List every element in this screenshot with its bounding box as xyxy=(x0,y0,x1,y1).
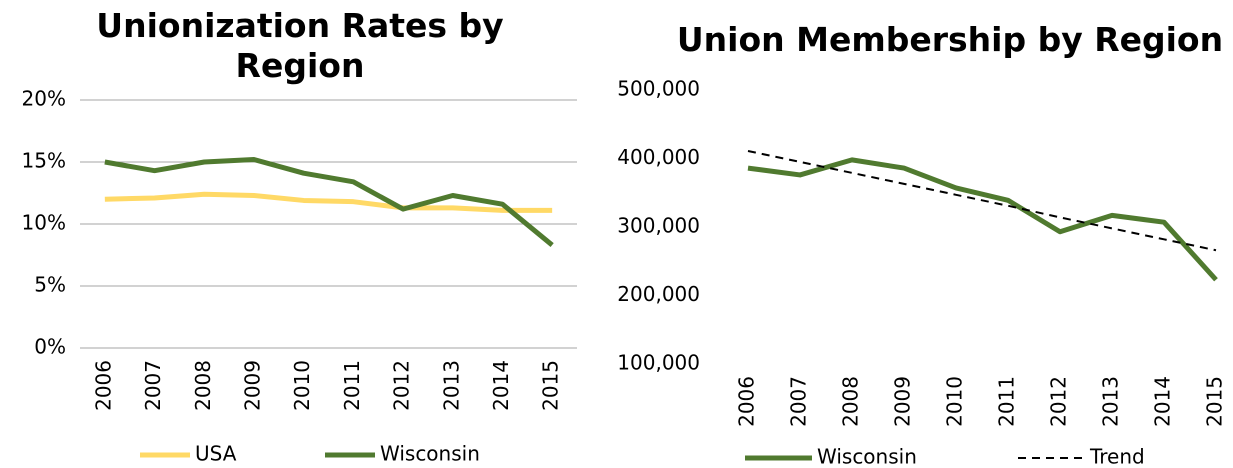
chart-title: Unionization Rates by Region xyxy=(96,6,504,85)
y-tick-label: 100,000 xyxy=(617,351,700,375)
x-tick-label: 2012 xyxy=(390,360,414,411)
x-tick-label: 2015 xyxy=(1203,376,1227,427)
y-tick-label: 20% xyxy=(22,87,66,111)
y-tick-label: 10% xyxy=(22,211,66,235)
x-tick-label: 2006 xyxy=(91,360,115,411)
y-tick-label: 15% xyxy=(22,149,66,173)
x-tick-label: 2011 xyxy=(340,360,364,411)
x-tick-label: 2007 xyxy=(141,360,165,411)
x-tick-label: 2010 xyxy=(943,376,967,427)
x-tick-label: 2008 xyxy=(191,360,215,411)
x-tick-label: 2007 xyxy=(787,376,811,427)
x-tick-label: 2015 xyxy=(539,360,563,411)
y-tick-label: 200,000 xyxy=(617,282,700,306)
y-tick-label: 5% xyxy=(34,273,66,297)
x-tick-label: 2012 xyxy=(1047,376,1071,427)
data-line xyxy=(104,157,554,248)
data-line xyxy=(104,191,553,213)
x-tick-label: 2009 xyxy=(891,376,915,427)
data-line xyxy=(747,149,1217,252)
x-tick-label: 2014 xyxy=(1151,376,1175,427)
legend-label: Wisconsin xyxy=(817,445,917,468)
y-tick-label: 300,000 xyxy=(617,214,700,238)
legend-label: USA xyxy=(195,442,237,466)
x-tick-label: 2011 xyxy=(995,376,1019,427)
data-line xyxy=(747,157,1218,282)
y-tick-label: 0% xyxy=(34,335,66,359)
y-tick-label: 400,000 xyxy=(617,145,700,169)
y-tick-label: 500,000 xyxy=(617,77,700,101)
legend-label: Trend xyxy=(1089,445,1145,468)
x-tick-label: 2014 xyxy=(489,360,513,411)
x-tick-label: 2009 xyxy=(240,360,264,411)
x-tick-label: 2006 xyxy=(735,376,759,427)
x-tick-label: 2010 xyxy=(290,360,314,411)
x-tick-label: 2013 xyxy=(439,360,463,411)
chart-title: Union Membership by Region xyxy=(676,20,1224,59)
legend-label: Wisconsin xyxy=(380,442,480,466)
x-tick-label: 2008 xyxy=(839,376,863,427)
x-tick-label: 2013 xyxy=(1099,376,1123,427)
